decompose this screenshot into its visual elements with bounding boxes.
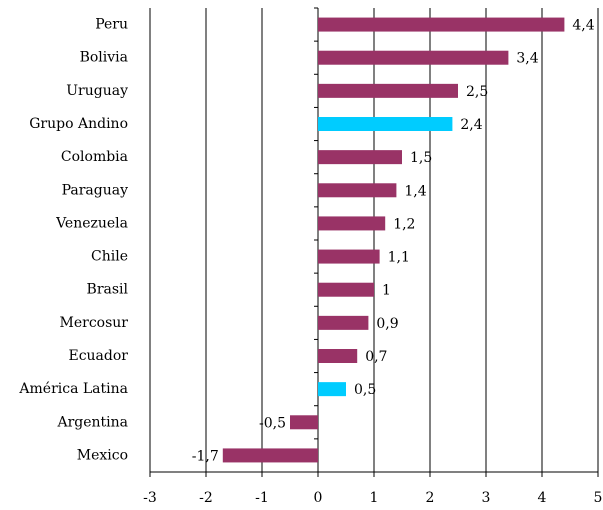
data-label: 1,1 [388, 250, 410, 266]
data-label: -0,5 [259, 415, 286, 431]
x-tick-label: 2 [426, 490, 435, 506]
bar [318, 183, 397, 198]
x-tick-label: -3 [143, 490, 157, 506]
y-tick-label: Argentina [56, 414, 128, 430]
x-tick-label: 0 [314, 490, 323, 506]
data-label: 1,5 [410, 150, 432, 166]
bar [318, 117, 453, 131]
bar [318, 50, 509, 65]
y-tick-label: Paraguay [62, 182, 129, 198]
bar [318, 150, 402, 165]
bar [318, 382, 346, 397]
x-tick-label: -1 [255, 490, 269, 506]
bar [318, 349, 358, 363]
bar [318, 249, 380, 264]
y-tick-label: Grupo Andino [29, 116, 128, 132]
x-tick-label: 3 [482, 490, 491, 506]
data-label: 3,4 [516, 51, 538, 67]
y-tick-label: Peru [95, 17, 128, 33]
y-tick-label: Ecuador [68, 348, 128, 364]
y-tick-label: Colombia [61, 149, 128, 165]
data-label: 0,7 [365, 349, 387, 365]
y-tick-label: Brasil [87, 282, 129, 298]
data-label: 0,5 [354, 382, 376, 398]
bar [222, 448, 318, 463]
data-label: 1,4 [404, 183, 426, 199]
y-tick-label: Bolivia [80, 50, 128, 66]
bar [318, 315, 369, 330]
data-label: 1 [382, 283, 391, 299]
y-tick-label: Mexico [77, 447, 128, 463]
data-label: 2,4 [460, 117, 482, 133]
y-tick-label: Chile [91, 249, 128, 265]
y-tick-label: Venezuela [55, 215, 128, 231]
bar [318, 216, 386, 231]
x-tick-label: 4 [538, 490, 547, 506]
y-tick-label: Mercosur [60, 315, 129, 331]
data-label: 2,5 [466, 84, 488, 100]
x-tick-label: 1 [370, 490, 379, 506]
bar [318, 282, 374, 297]
bar [318, 17, 565, 32]
x-tick-label: 5 [594, 490, 603, 506]
data-label: -1,7 [192, 448, 219, 464]
y-tick-label: América Latina [18, 381, 128, 397]
data-label: 1,2 [393, 216, 415, 232]
x-tick-label: -2 [199, 490, 213, 506]
data-label: 4,4 [572, 18, 594, 34]
bar [318, 83, 458, 98]
data-label: 0,9 [376, 316, 398, 332]
bar [290, 415, 318, 430]
y-tick-label: Uruguay [66, 83, 128, 99]
